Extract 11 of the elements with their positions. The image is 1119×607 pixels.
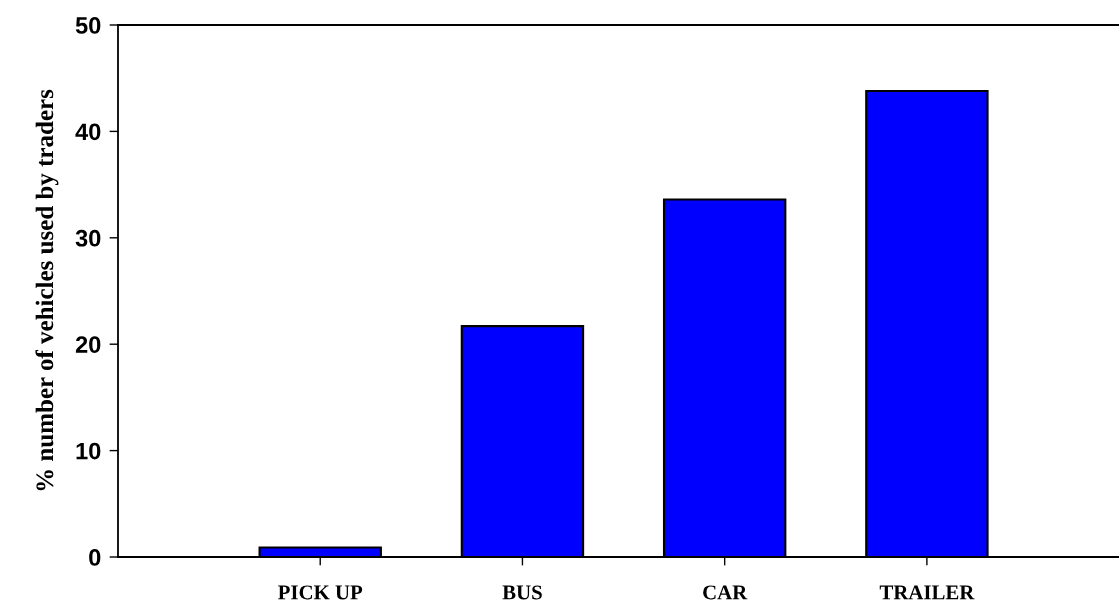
y-tick-label: 30 xyxy=(75,229,101,247)
y-tick-label: 0 xyxy=(89,549,101,566)
x-tick-label: BUS xyxy=(502,585,542,600)
y-tick-label: 50 xyxy=(75,17,101,34)
y-tick-label: 10 xyxy=(76,442,101,460)
y-tick-label: 20 xyxy=(75,336,101,353)
y-axis-title: % number of vehicles used by traders xyxy=(35,89,59,491)
x-tick-label: TRAILER xyxy=(879,585,975,600)
x-tick-label: PICK UP xyxy=(278,585,363,600)
x-tick-label: CAR xyxy=(703,585,748,600)
y-tick-label: 40 xyxy=(75,123,101,141)
